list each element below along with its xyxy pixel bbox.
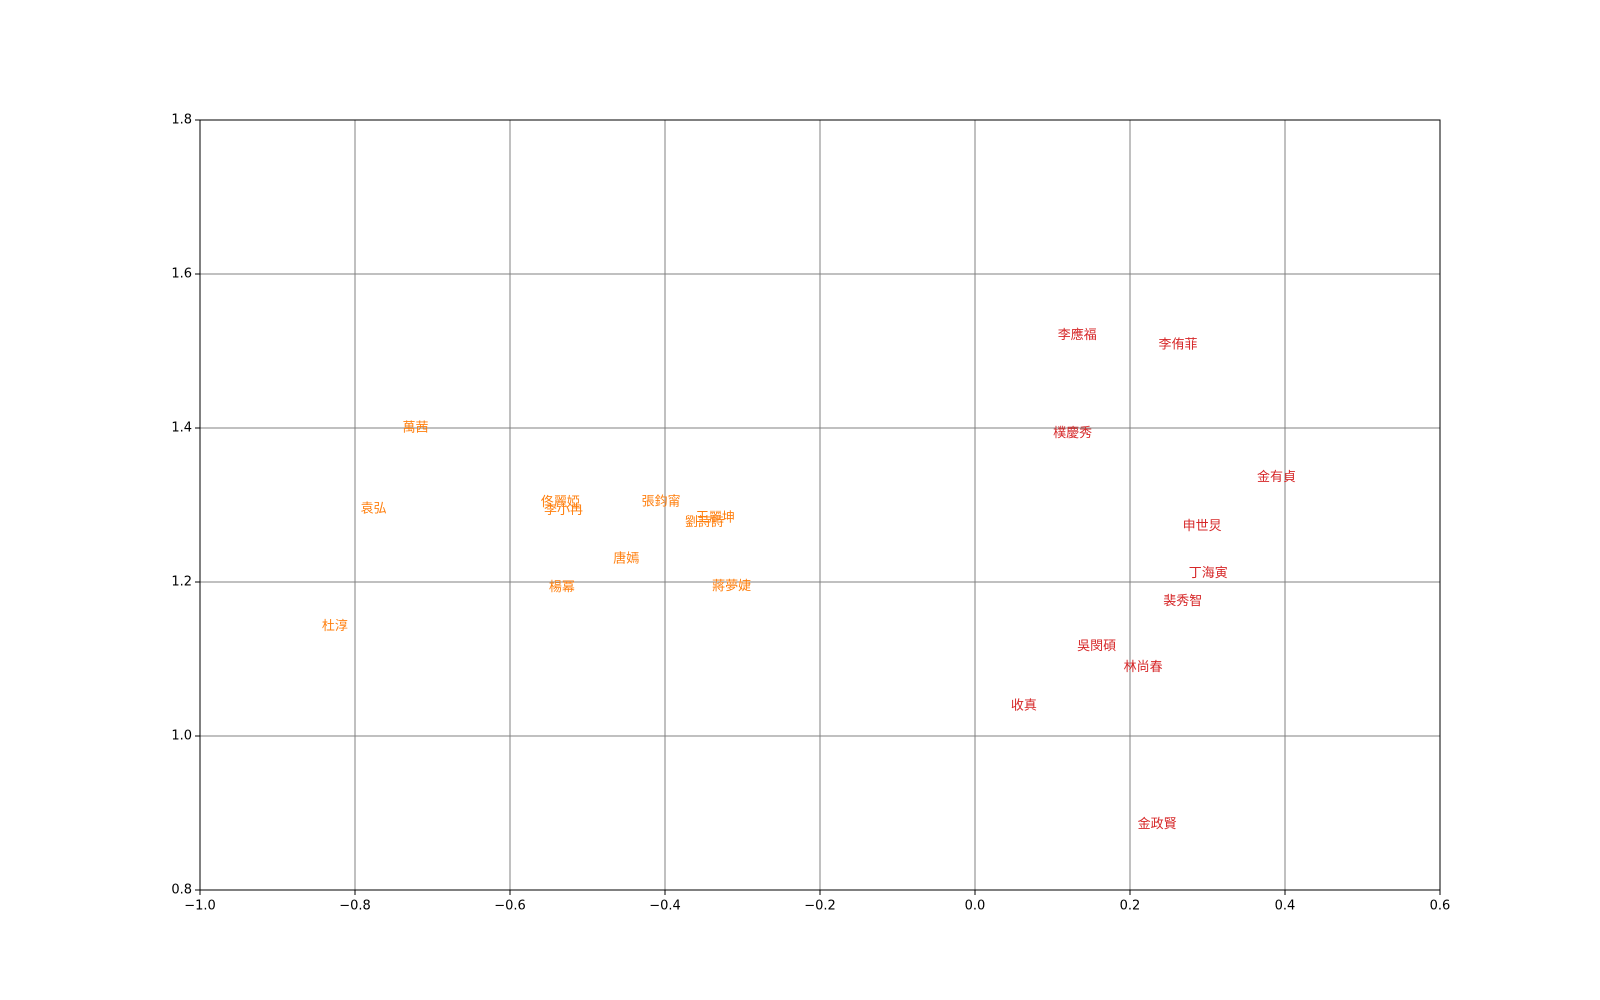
point-label: 蔣夢婕 xyxy=(712,579,751,594)
x-tick-label: −1.0 xyxy=(184,899,216,914)
y-tick-label: 1.4 xyxy=(171,421,192,436)
y-tick-label: 1.0 xyxy=(171,729,192,744)
x-tick-label: −0.2 xyxy=(804,899,836,914)
x-tick-label: 0.6 xyxy=(1430,899,1451,914)
y-tick-label: 1.2 xyxy=(171,575,192,590)
x-tick-label: 0.0 xyxy=(965,899,986,914)
x-tick-label: −0.4 xyxy=(649,899,681,914)
point-label: 金有貞 xyxy=(1257,469,1296,485)
x-tick-label: −0.8 xyxy=(339,899,371,914)
point-label: 萬茜 xyxy=(402,421,428,436)
x-tick-label: −0.6 xyxy=(494,899,526,914)
y-tick-label: 1.8 xyxy=(171,113,192,128)
point-label: 裴秀智 xyxy=(1163,594,1202,609)
y-tick-label: 0.8 xyxy=(171,883,192,898)
point-label: 楊冪 xyxy=(549,579,575,595)
y-tick-label: 1.6 xyxy=(171,267,192,282)
point-label: 杜淳 xyxy=(322,618,348,634)
point-label: 金政賢 xyxy=(1138,816,1177,832)
point-label: 丁海寅 xyxy=(1189,565,1228,581)
point-label: 吳閔碩 xyxy=(1077,639,1116,654)
x-tick-label: 0.2 xyxy=(1120,899,1141,914)
point-label: 張鈞甯 xyxy=(642,493,681,509)
x-tick-label: 0.4 xyxy=(1275,899,1296,914)
point-label: 佟麗婭 xyxy=(541,494,580,510)
point-label: 唐嫣 xyxy=(613,550,639,566)
point-label: 劉詩詩 xyxy=(685,515,724,530)
point-label: 收真 xyxy=(1011,698,1037,713)
plot-frame xyxy=(199,119,1441,891)
point-label: 申世炅 xyxy=(1183,519,1222,534)
point-label: 李小冉 xyxy=(544,503,583,518)
point-label: 李應福 xyxy=(1058,327,1097,343)
point-label: 王麗坤 xyxy=(696,511,735,526)
point-label: 樸慶秀 xyxy=(1053,426,1092,441)
point-label: 袁弘 xyxy=(361,501,387,516)
point-label: 林尚春 xyxy=(1124,660,1163,675)
point-label: 李侑菲 xyxy=(1159,337,1198,352)
